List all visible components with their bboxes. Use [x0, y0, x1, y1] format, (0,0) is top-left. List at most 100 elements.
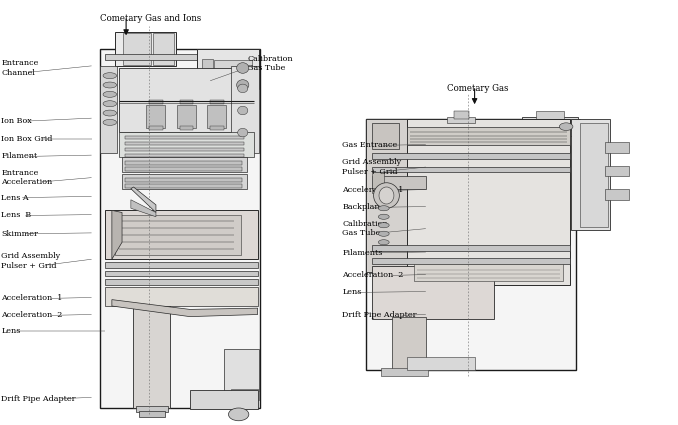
Text: Drift Pipe Adapter: Drift Pipe Adapter	[342, 312, 417, 319]
Text: Filament: Filament	[1, 153, 37, 160]
Bar	[372, 266, 494, 319]
Ellipse shape	[378, 231, 389, 236]
Bar	[381, 368, 428, 376]
Ellipse shape	[103, 101, 117, 107]
Ellipse shape	[237, 84, 248, 93]
Ellipse shape	[374, 183, 399, 208]
Bar	[125, 142, 244, 145]
Bar	[372, 123, 399, 149]
Bar	[202, 60, 213, 85]
Ellipse shape	[378, 240, 389, 245]
Text: Acceleration  2: Acceleration 2	[1, 312, 63, 319]
Bar	[105, 279, 258, 285]
Ellipse shape	[237, 106, 248, 115]
Bar	[180, 126, 193, 130]
Polygon shape	[131, 200, 156, 217]
Bar	[414, 264, 563, 280]
Bar	[119, 68, 254, 132]
Text: Drift Pipe Adapter: Drift Pipe Adapter	[1, 395, 76, 402]
Ellipse shape	[228, 408, 249, 421]
Bar	[372, 258, 570, 263]
Ellipse shape	[103, 73, 117, 79]
Ellipse shape	[237, 128, 248, 137]
Ellipse shape	[103, 119, 117, 125]
Bar	[224, 348, 259, 391]
Bar	[207, 105, 226, 128]
Text: Grid Assembly
Pulser + Grid: Grid Assembly Pulser + Grid	[1, 252, 60, 269]
Text: Skimmer: Skimmer	[1, 230, 38, 238]
Polygon shape	[131, 187, 156, 212]
Text: Lens  B: Lens B	[1, 212, 32, 219]
Bar	[136, 406, 168, 412]
Bar	[366, 119, 407, 272]
Bar	[115, 215, 241, 255]
Polygon shape	[112, 210, 122, 259]
Bar	[197, 49, 259, 89]
Bar	[133, 306, 170, 408]
Bar	[180, 100, 193, 104]
Text: Grid Assembly
Pulser + Grid: Grid Assembly Pulser + Grid	[342, 159, 401, 176]
Bar	[115, 32, 176, 66]
Bar	[105, 271, 258, 276]
Bar	[605, 142, 629, 153]
Bar	[231, 389, 259, 399]
Ellipse shape	[103, 91, 117, 97]
Bar	[605, 166, 629, 176]
Bar	[536, 111, 564, 119]
Text: Acceleration  2: Acceleration 2	[342, 272, 404, 279]
Text: Acceleration  1: Acceleration 1	[1, 295, 63, 302]
Bar	[125, 148, 244, 151]
Bar	[214, 60, 252, 84]
Bar	[372, 172, 384, 193]
Text: Entrance
Acceleration: Entrance Acceleration	[1, 169, 53, 186]
Bar	[407, 119, 570, 285]
Bar	[372, 167, 570, 172]
Bar	[149, 126, 163, 130]
Ellipse shape	[237, 63, 249, 74]
Bar	[372, 245, 570, 251]
Bar	[125, 178, 242, 182]
Bar	[125, 154, 244, 157]
Bar	[522, 117, 578, 136]
Bar	[571, 119, 610, 230]
Text: Entrance
Channel: Entrance Channel	[1, 60, 39, 76]
Bar	[146, 105, 165, 128]
Bar	[139, 411, 165, 417]
Text: Cometary Gas and Ions: Cometary Gas and Ions	[100, 14, 201, 23]
Bar	[125, 167, 242, 171]
Bar	[105, 287, 258, 306]
Text: Filaments: Filaments	[342, 249, 383, 257]
Ellipse shape	[103, 110, 117, 116]
Text: Lens A: Lens A	[1, 194, 29, 201]
Bar	[372, 176, 426, 189]
Bar	[125, 184, 242, 188]
Bar	[119, 132, 254, 157]
Bar	[407, 127, 570, 144]
Polygon shape	[112, 300, 258, 317]
Ellipse shape	[559, 123, 573, 130]
Bar	[153, 33, 174, 65]
Bar	[232, 87, 256, 102]
Text: Cometary Gas: Cometary Gas	[447, 84, 509, 93]
Bar	[580, 123, 608, 227]
Text: Calibration
Gas Tube: Calibration Gas Tube	[247, 55, 293, 72]
Bar	[125, 162, 242, 165]
Ellipse shape	[378, 206, 389, 211]
Bar	[122, 157, 247, 172]
Ellipse shape	[103, 82, 117, 88]
Bar	[210, 126, 224, 130]
Text: Lens: Lens	[342, 289, 362, 296]
Bar	[372, 153, 570, 159]
Bar	[123, 33, 151, 65]
Bar	[231, 66, 259, 153]
Bar	[392, 317, 426, 370]
Bar	[105, 262, 258, 268]
Text: Ion Box: Ion Box	[1, 117, 32, 125]
Bar	[100, 49, 260, 408]
Text: Calibration
Gas Tube: Calibration Gas Tube	[342, 220, 388, 237]
Bar	[454, 110, 469, 119]
Ellipse shape	[378, 214, 389, 219]
Bar	[105, 54, 224, 60]
Bar	[605, 189, 629, 200]
Bar	[177, 105, 196, 128]
